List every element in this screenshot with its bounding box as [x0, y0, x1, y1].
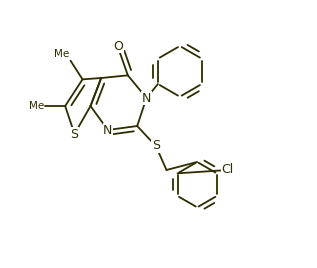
Text: Cl: Cl [222, 163, 234, 177]
Text: O: O [113, 39, 123, 53]
Text: Me: Me [54, 49, 69, 59]
Text: Me: Me [29, 101, 44, 111]
Text: N: N [142, 91, 151, 105]
Text: N: N [103, 124, 113, 136]
Text: S: S [70, 128, 79, 140]
Text: S: S [152, 140, 160, 152]
